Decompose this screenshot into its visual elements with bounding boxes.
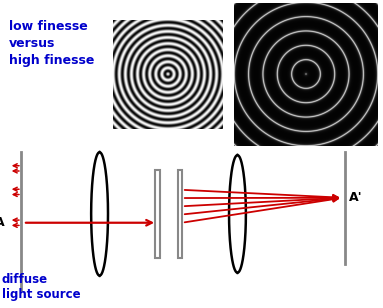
Text: low finesse
versus
high finesse: low finesse versus high finesse — [9, 20, 94, 67]
Bar — [154, 170, 159, 258]
Bar — [178, 170, 182, 258]
Text: A: A — [0, 216, 5, 229]
Text: diffuse
light source: diffuse light source — [2, 273, 80, 301]
Text: A': A' — [349, 191, 363, 204]
